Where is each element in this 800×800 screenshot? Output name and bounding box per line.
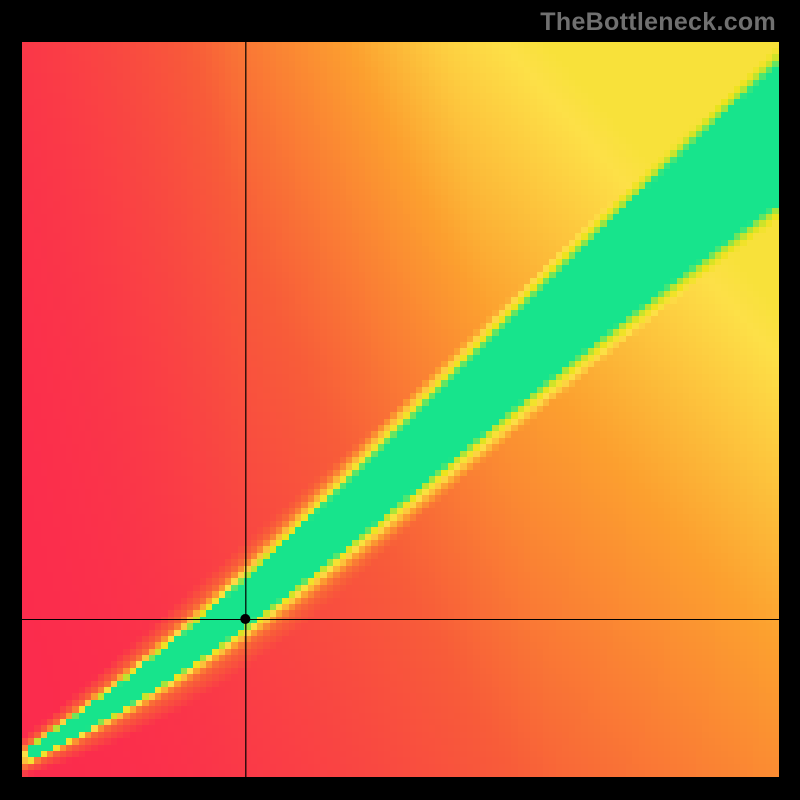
heatmap-canvas bbox=[22, 42, 779, 777]
heatmap-plot bbox=[22, 42, 779, 777]
chart-container: TheBottleneck.com bbox=[0, 0, 800, 800]
watermark-text: TheBottleneck.com bbox=[540, 8, 776, 37]
